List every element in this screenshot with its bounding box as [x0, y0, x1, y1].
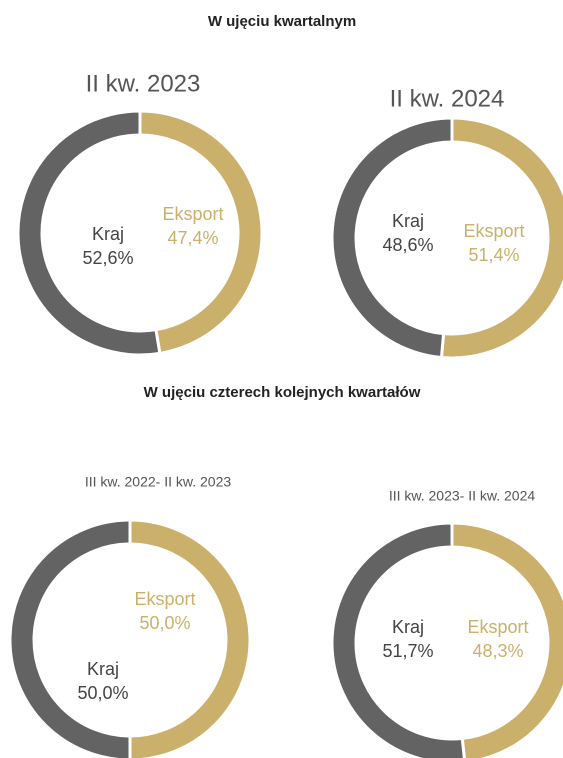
slice-label: Kraj — [92, 224, 124, 244]
slice-label: Eksport — [463, 221, 524, 241]
donut-slice — [8, 518, 132, 758]
slice-label: Eksport — [162, 204, 223, 224]
donut-slice — [450, 521, 563, 758]
chart-title: III kw. 2022- II kw. 2023 — [85, 474, 232, 490]
donut-slice — [439, 116, 563, 360]
slice-label: Eksport — [134, 589, 195, 609]
slice-value-label: 48,3% — [472, 641, 523, 661]
slice-label: Kraj — [392, 211, 424, 231]
chart-title: II kw. 2023 — [86, 70, 201, 97]
donut-slice — [330, 521, 466, 758]
slice-value-label: 52,6% — [82, 248, 133, 268]
section-heading: W ujęciu czterech kolejnych kwartałów — [144, 384, 421, 401]
chart-title: II kw. 2024 — [390, 85, 505, 112]
donut-slice — [330, 116, 454, 360]
slice-value-label: 50,0% — [139, 613, 190, 633]
slice-value-label: 51,4% — [468, 245, 519, 265]
slice-value-label: 51,7% — [382, 641, 433, 661]
slice-value-label: 47,4% — [167, 228, 218, 248]
slice-label: Eksport — [467, 617, 528, 637]
chart-title: III kw. 2023- II kw. 2024 — [389, 488, 536, 504]
slice-value-label: 50,0% — [77, 683, 128, 703]
donut-slice — [128, 518, 252, 758]
section-heading: W ujęciu kwartalnym — [208, 13, 356, 30]
donut-slice — [16, 109, 162, 357]
slice-value-label: 48,6% — [382, 235, 433, 255]
slice-label: Kraj — [87, 659, 119, 679]
slice-label: Kraj — [392, 617, 424, 637]
